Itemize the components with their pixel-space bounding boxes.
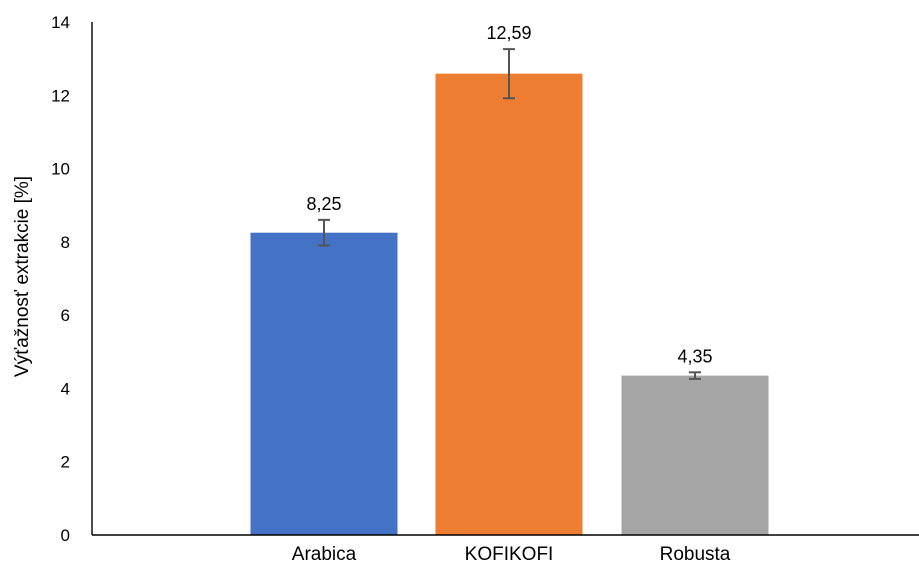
data-labels: 8,25 12,59 4,35 (306, 23, 712, 366)
data-label: 4,35 (677, 346, 712, 366)
error-bar (318, 218, 330, 247)
data-label: 8,25 (306, 194, 341, 214)
bar-robusta (621, 375, 769, 535)
x-category-label: Arabica (292, 544, 357, 565)
y-tick-label: 12 (51, 86, 70, 105)
y-tick-labels: 0 2 4 6 8 10 12 14 (51, 13, 70, 545)
bar-arabica (250, 232, 398, 536)
error-bar (689, 371, 701, 380)
x-category-label: Robusta (660, 544, 731, 565)
bar-kofikofi (435, 73, 583, 535)
error-bar (503, 48, 515, 100)
data-label: 12,59 (486, 23, 531, 43)
y-tick-label: 14 (51, 13, 70, 32)
y-tick-label: 6 (61, 306, 70, 325)
y-tick-label: 10 (51, 160, 70, 179)
y-axis-title: Výťažnosť extrakcie [%] (12, 176, 33, 377)
y-tick-label: 4 (61, 379, 70, 398)
bars-layer (250, 73, 769, 536)
x-category-labels: Arabica KOFIKOFI Robusta (292, 544, 731, 565)
error-bars-layer (318, 48, 701, 380)
y-tick-label: 0 (61, 526, 70, 545)
y-tick-label: 2 (61, 453, 70, 472)
x-category-label: KOFIKOFI (465, 544, 554, 565)
y-tick-label: 8 (61, 233, 70, 252)
